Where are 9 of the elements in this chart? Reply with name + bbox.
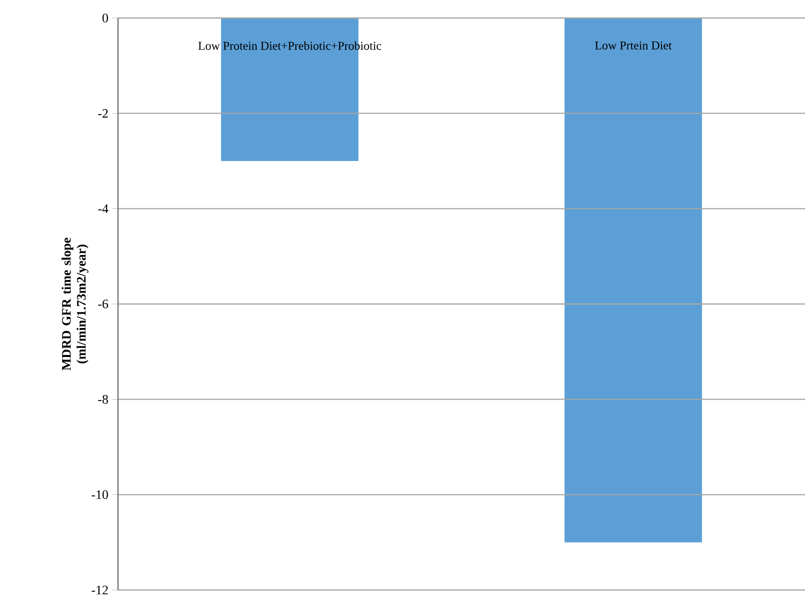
y-tick-label: -10 (92, 490, 108, 500)
y-axis-title: MDRD GFR time slope (ml/min/1.73m2/year) (62, 238, 88, 370)
x-tick-label: Low Prtein Diet (595, 41, 672, 50)
y-tick-label: -12 (92, 586, 108, 594)
y-tick-label: -8 (98, 394, 108, 404)
y-tick-label: -4 (98, 204, 108, 213)
y-tick-label: -6 (98, 300, 108, 308)
y-tick-label: 0 (102, 14, 108, 22)
y-tick-label: -2 (98, 109, 108, 118)
